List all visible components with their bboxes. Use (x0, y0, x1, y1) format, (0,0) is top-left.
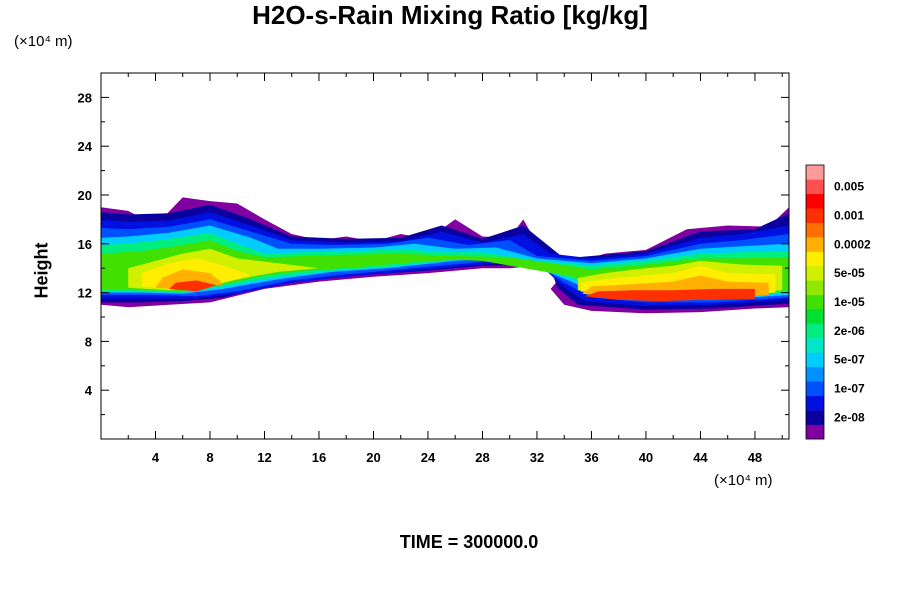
x-axis-unit: (×10⁴ m) (714, 472, 773, 489)
x-tick-label: 24 (421, 450, 436, 465)
x-tick-label: 32 (530, 450, 544, 465)
legend-swatch (806, 165, 824, 180)
x-tick-label: 36 (584, 450, 598, 465)
legend-label: 0.001 (834, 209, 864, 223)
legend-label: 2e-08 (834, 410, 865, 424)
color-legend: 2e-08 1e-07 5e-07 2e-06 1e-05 5e-05 0.0002 0.00… (805, 164, 871, 440)
legend-swatch (806, 424, 824, 440)
chart-title: H2O-s-Rain Mixing Ratio [kg/kg] (252, 0, 648, 30)
contour-layers (101, 197, 789, 314)
legend-swatch (806, 222, 824, 238)
time-label: TIME = 300000.0 (399, 532, 539, 552)
legend-swatch (806, 352, 824, 368)
x-axis: 4 8 12 16 20 24 28 32 36 40 44 48 (127, 73, 783, 465)
legend-label: 0.005 (834, 180, 864, 194)
y-tick-label: 24 (78, 139, 93, 154)
legend-swatch (806, 265, 824, 281)
contour-level-15-13 (169, 280, 217, 292)
legend-label: 1e-05 (834, 295, 865, 309)
legend-swatch (806, 410, 824, 425)
legend-swatch (806, 323, 824, 339)
x-tick-label: 4 (152, 450, 160, 465)
legend-swatch (806, 237, 824, 252)
legend-swatch (806, 179, 824, 195)
x-tick-label: 44 (693, 450, 708, 465)
legend-swatch (806, 208, 824, 223)
legend-frame (805, 164, 825, 440)
legend-swatch (806, 280, 824, 296)
x-tick-label: 40 (639, 450, 653, 465)
legend-label: 5e-07 (834, 353, 865, 367)
x-tick-label: 20 (366, 450, 380, 465)
contour-level-15-14 (584, 288, 755, 302)
legend-swatch (806, 251, 824, 267)
legend-swatch (806, 193, 824, 209)
y-axis: 4 8 12 16 20 24 28 (78, 90, 789, 416)
y-tick-label: 16 (78, 237, 92, 252)
x-tick-label: 12 (257, 450, 271, 465)
legend-swatch (806, 309, 824, 324)
legend-label: 0.0002 (834, 237, 871, 251)
legend-swatch (806, 395, 824, 411)
y-tick-label: 20 (78, 188, 92, 203)
y-tick-label: 28 (78, 90, 92, 105)
x-tick-label: 28 (475, 450, 489, 465)
y-tick-label: 12 (78, 286, 92, 301)
plot-frame (100, 72, 790, 440)
y-tick-label: 8 (85, 334, 92, 349)
x-tick-label: 48 (748, 450, 762, 465)
x-tick-label: 8 (206, 450, 213, 465)
legend-label: 5e-05 (834, 266, 865, 280)
y-axis-unit: (×10⁴ m) (14, 33, 73, 50)
legend-swatch (806, 338, 824, 353)
y-tick-label: 4 (85, 383, 93, 398)
x-tick-label: 16 (312, 450, 326, 465)
legend-label: 2e-06 (834, 324, 865, 338)
legend-swatch (806, 381, 824, 396)
legend-swatch (806, 366, 824, 382)
legend-label: 1e-07 (834, 382, 865, 396)
legend-swatch (806, 294, 824, 310)
